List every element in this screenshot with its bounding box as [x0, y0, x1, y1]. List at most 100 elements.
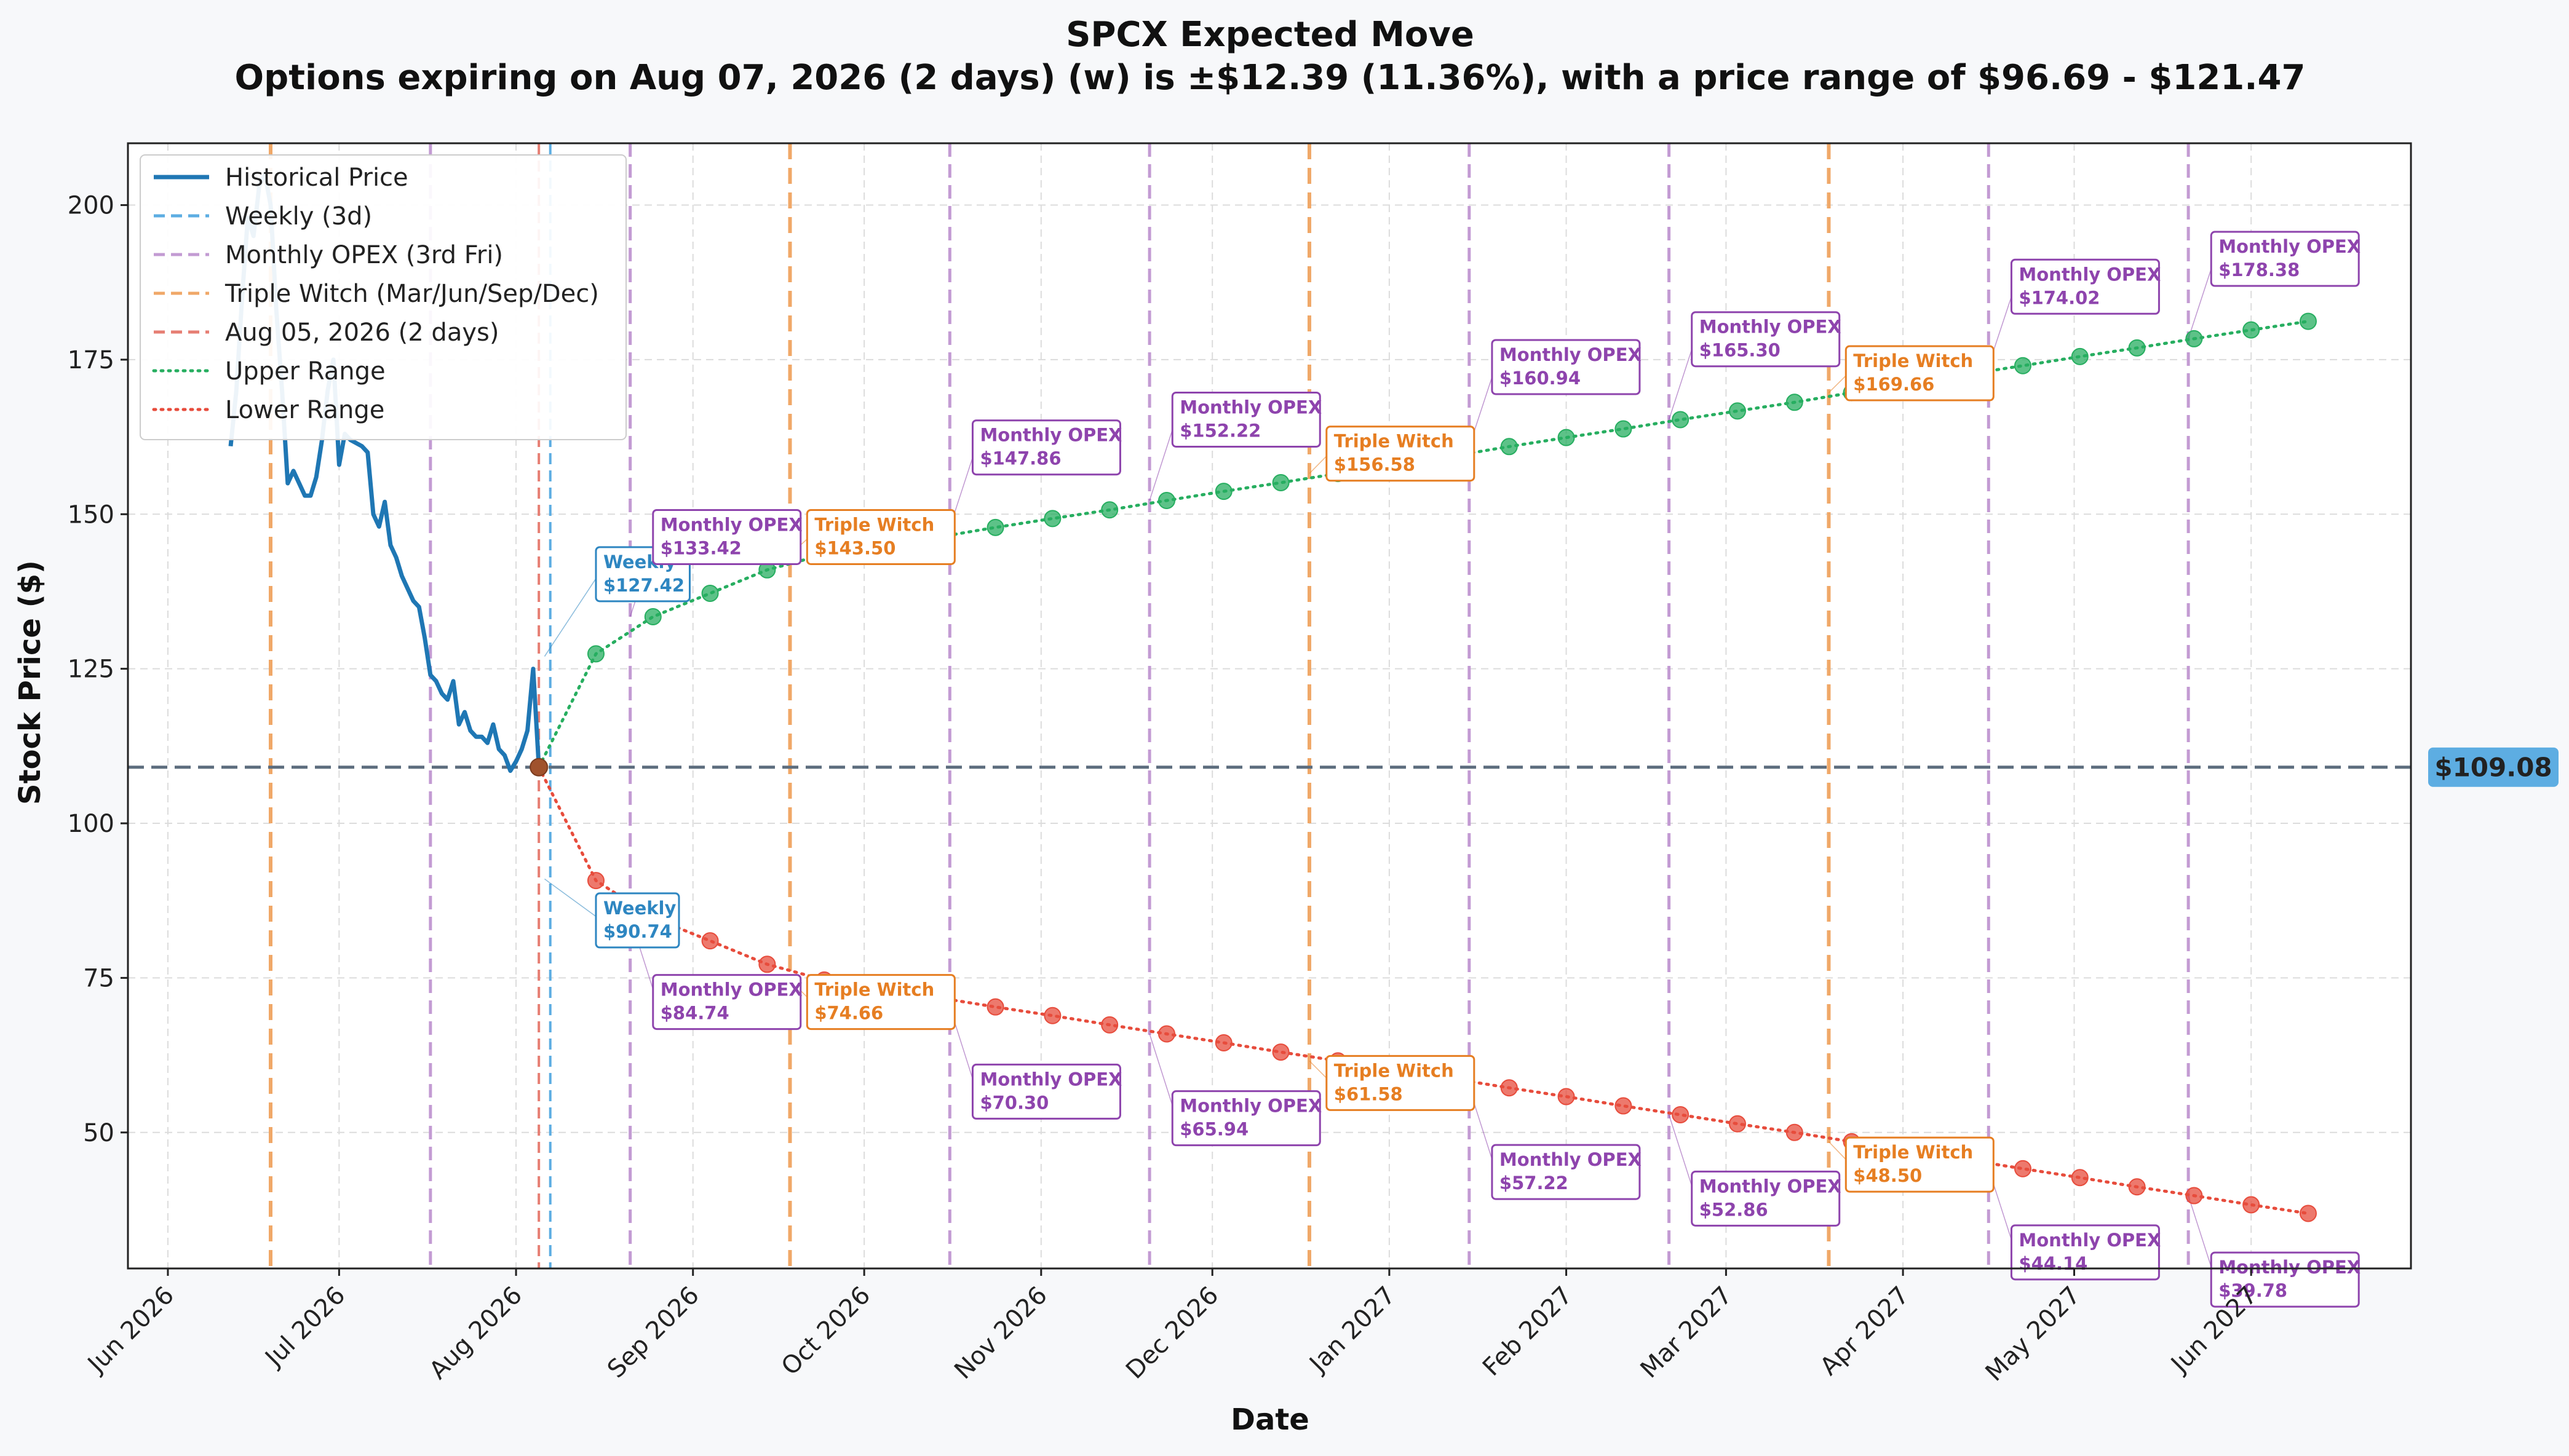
upper-range-point — [644, 608, 662, 626]
monthly-annotation: Monthly OPEX$70.30 — [971, 1063, 1122, 1120]
annotation-title: Triple Witch — [1334, 1060, 1454, 1081]
x-tick-label: Jan 2027 — [1303, 1281, 1401, 1379]
annotation-value: $133.42 — [661, 537, 742, 558]
upper-range-point — [1672, 411, 1690, 429]
legend-label: Triple Witch (Mar/Jun/Sep/Dec) — [224, 280, 599, 308]
lower-range-point — [2185, 1187, 2203, 1205]
lower-range-point — [1101, 1016, 1119, 1034]
lower-range-point — [2014, 1160, 2031, 1177]
annotation-box — [806, 508, 956, 565]
chart-subtitle: Options expiring on Aug 07, 2026 (2 days… — [235, 58, 2306, 98]
x-tick-label: Oct 2026 — [776, 1281, 876, 1381]
annotation-box — [2010, 258, 2160, 315]
upper-range-point — [1215, 483, 1233, 501]
annotation-title: Monthly OPEX — [1499, 344, 1642, 365]
lower-range-point — [587, 872, 605, 890]
y-tick-label: 200 — [68, 192, 114, 220]
legend-label: Monthly OPEX (3rd Fri) — [225, 241, 503, 269]
current-price-badge-box — [2428, 747, 2559, 787]
annotation-value: $90.74 — [603, 921, 672, 942]
annotation-value: $74.66 — [814, 1003, 883, 1024]
annotation-title: Monthly OPEX — [1699, 1176, 1841, 1197]
annotation-box — [1325, 1054, 1475, 1111]
annotation-box — [2010, 1224, 2160, 1281]
annotation-box — [971, 419, 1121, 476]
x-axis-label: Date — [1231, 1403, 1309, 1437]
lower-range-point — [1272, 1043, 1290, 1061]
annotation-title: Triple Witch — [1853, 1142, 1973, 1163]
monthly-annotation: Monthly OPEX$52.86 — [1691, 1170, 1841, 1227]
upper-range-point — [701, 585, 719, 602]
annotation-title: Triple Witch — [1334, 431, 1454, 452]
annotation-title: Monthly OPEX — [661, 979, 803, 1000]
annotation-value: $160.94 — [1499, 368, 1581, 389]
annotation-box — [1171, 391, 1321, 448]
lower-range-point — [701, 932, 719, 950]
upper-range-point — [2242, 321, 2260, 339]
upper-range-point — [1614, 420, 1632, 438]
annotation-box — [1171, 1090, 1321, 1147]
annotation-value: $57.22 — [1499, 1173, 1568, 1193]
annotation-title: Triple Witch — [814, 514, 934, 535]
upper-range-point — [2185, 330, 2203, 347]
annotation-title: Monthly OPEX — [2019, 1230, 2161, 1251]
plot-frame — [127, 142, 2412, 1270]
upper-range-point — [1500, 438, 1518, 456]
annotation-value: $156.58 — [1334, 454, 1415, 475]
current-price-badge-label: $109.08 — [2434, 753, 2552, 783]
lower-range-point — [758, 956, 776, 973]
legend-label: Weekly (3d) — [225, 202, 372, 231]
legend-label: Historical Price — [225, 164, 408, 192]
x-tick-label: Nov 2026 — [949, 1281, 1053, 1385]
lower-range-point — [2071, 1169, 2089, 1187]
legend-label: Aug 05, 2026 (2 days) — [225, 318, 499, 347]
annotation-value: $70.30 — [980, 1092, 1049, 1113]
annotation-title: Monthly OPEX — [980, 1069, 1122, 1090]
y-axis-label: Stock Price ($) — [13, 560, 47, 805]
upper-range-point — [1101, 501, 1119, 519]
upper-range-point — [1044, 510, 1062, 528]
annotation-value: $169.66 — [1853, 374, 1934, 395]
x-tick-label: Jul 2026 — [259, 1281, 351, 1374]
monthly-annotation: Monthly OPEX$39.78 — [2210, 1251, 2361, 1308]
x-tick-label: Dec 2026 — [1121, 1281, 1224, 1385]
lower-range-point — [1785, 1123, 1803, 1141]
x-tick-label: Sep 2026 — [602, 1281, 705, 1384]
upper-range-point — [2299, 312, 2317, 330]
annotation-box — [1691, 1170, 1841, 1227]
monthly-annotation: Monthly OPEX $84.74 — [652, 974, 803, 1031]
annotation-value: $174.02 — [2019, 287, 2100, 308]
x-tick-label: Feb 2027 — [1477, 1281, 1578, 1382]
triple-annotation: Triple Witch$143.50 — [806, 508, 956, 565]
annotation-title: Monthly OPEX — [980, 425, 1122, 446]
y-tick-label: 100 — [68, 810, 114, 838]
annotation-title: Monthly OPEX — [2019, 264, 2161, 285]
weekly-annotation: Weekly$90.74 — [595, 892, 680, 949]
upper-range-point — [1272, 474, 1290, 492]
lower-range-point — [1728, 1115, 1746, 1133]
annotation-title: Monthly OPEX — [661, 514, 803, 535]
x-tick-label: Mar 2027 — [1635, 1281, 1738, 1384]
monthly-annotation: Monthly OPEX$133.42 — [652, 508, 803, 565]
upper-range-point — [1785, 394, 1803, 411]
annotation-title: Monthly OPEX — [1699, 317, 1841, 338]
annotation-box — [1325, 425, 1475, 482]
upper-range-point — [987, 518, 1004, 536]
lower-range-point — [2299, 1205, 2317, 1222]
annotation-leader — [544, 572, 600, 657]
annotation-title: Triple Witch — [814, 979, 934, 1000]
y-tick-label: 125 — [68, 655, 114, 684]
lower-range-point — [987, 998, 1004, 1016]
lower-range-point — [2242, 1196, 2260, 1214]
lower-range-point — [1157, 1025, 1175, 1043]
annotation-value: $44.14 — [2019, 1253, 2087, 1274]
triple-annotation: Triple Witch $74.66 — [806, 974, 956, 1031]
triple-annotation: Triple Witch $169.66 — [1844, 345, 1995, 402]
annotation-box — [806, 974, 956, 1031]
annotation-title: Monthly OPEX — [2218, 1257, 2361, 1278]
legend: Historical Price Weekly (3d) Monthly OPEX … — [140, 154, 627, 440]
annotation-box — [1491, 339, 1641, 395]
monthly-annotation: Monthly OPEX$178.38 — [2210, 231, 2361, 287]
